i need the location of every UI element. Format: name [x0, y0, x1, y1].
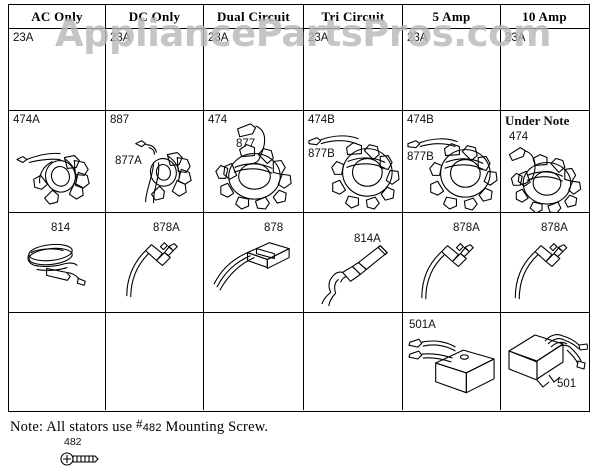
cell-dc-only-rectifier [106, 313, 204, 410]
part-number: 474 [509, 131, 529, 143]
part-number: 878A [153, 222, 180, 234]
column-header-dual-circuit: Dual Circuit [204, 5, 304, 28]
part-number: 474B [308, 114, 335, 126]
part-number: 878A [541, 222, 568, 234]
cell-dc-only-lead: 878A [106, 213, 204, 312]
part-number-secondary: 877 [236, 138, 256, 150]
column-header-dc-only: DC Only [106, 5, 204, 28]
part-number: 23A [308, 32, 329, 44]
part-number: 887 [110, 114, 130, 126]
part-number: 23A [110, 32, 131, 44]
part-number: 814 [51, 222, 71, 234]
part-number-secondary: 877A [115, 155, 142, 167]
cell-ten-amp-key: 23A [501, 29, 588, 110]
screw-icon [58, 449, 116, 469]
cell-five-amp-key: 23A [403, 29, 501, 110]
under-note-label: Under Note [505, 113, 570, 128]
cell-dual-circuit-lead: 878 [204, 213, 304, 312]
column-header-tri-circuit: Tri Circuit [304, 5, 403, 28]
parts-chart-table: AC Only DC Only Dual Circuit Tri Circuit… [8, 4, 590, 412]
part-number: 23A [13, 32, 34, 44]
cell-tri-circuit-rectifier [304, 313, 403, 410]
cell-ten-amp-stator: Under Note 474 [501, 111, 588, 212]
single-connector-lead-icon [403, 213, 500, 312]
table-row: 814 [9, 213, 589, 313]
part-number: 23A [505, 32, 526, 44]
rectifier-right-icon [501, 313, 588, 410]
cell-ac-only-key: 23A [9, 29, 106, 110]
cell-ac-only-stator: 474A [9, 111, 106, 212]
part-number: 814A [354, 233, 381, 245]
part-number: 23A [208, 32, 229, 44]
part-number: 501A [409, 319, 436, 331]
hash-symbol: # [136, 416, 143, 431]
footer-note-number: 482 [142, 421, 162, 434]
column-header-ten-amp: 10 Amp [522, 8, 567, 24]
cell-ten-amp-rectifier: 501 [501, 313, 588, 410]
mounting-screw-callout: 482 [58, 436, 122, 470]
column-header-ac-only: AC Only [9, 5, 106, 28]
part-number: 474 [208, 114, 228, 126]
table-row: 474A [9, 111, 589, 213]
table-row: 23A 23A 23A 23A 23A 23A [9, 29, 589, 111]
cell-ac-only-rectifier [9, 313, 106, 410]
column-header-five-amp: 5 Amp [403, 5, 501, 28]
cell-dual-circuit-key: 23A [204, 29, 304, 110]
part-number-secondary: 877B [308, 148, 335, 160]
cell-ten-amp-lead: 878A [501, 213, 588, 312]
cell-ac-only-lead: 814 [9, 213, 106, 312]
footer-note-suffix: Mounting Screw. [161, 418, 269, 435]
cell-tri-circuit-key: 23A [304, 29, 403, 110]
footer-note: Note: All stators use #482 Mounting Scre… [10, 416, 268, 436]
cell-dc-only-key: 23A [106, 29, 204, 110]
cell-tri-circuit-lead: 814A [304, 213, 403, 312]
screw-part-number: 482 [64, 436, 82, 448]
part-number: 474A [13, 114, 40, 126]
part-number: 501 [557, 378, 577, 390]
table-row: 501A [9, 313, 589, 410]
cell-five-amp-rectifier: 501A [403, 313, 501, 410]
cell-five-amp-stator: 474B 877B [403, 111, 501, 212]
cell-dual-circuit-stator: 474 877 [204, 111, 304, 212]
part-number: 23A [407, 32, 428, 44]
footer-note-prefix: Note: All stators use [10, 418, 137, 435]
cell-five-amp-lead: 878A [403, 213, 501, 312]
block-connector-lead-icon [204, 213, 303, 312]
cell-tri-circuit-stator: 474B 877B [304, 111, 403, 212]
table-header-row: AC Only DC Only Dual Circuit Tri Circuit… [9, 5, 589, 29]
part-number: 878 [264, 222, 284, 234]
cell-dual-circuit-rectifier [204, 313, 304, 410]
part-number-secondary: 877B [407, 151, 434, 163]
cell-dc-only-stator: 887 877A [106, 111, 204, 212]
split-connector-lead-icon [304, 213, 402, 312]
part-number: 878A [453, 222, 480, 234]
part-number: 474B [407, 114, 434, 126]
